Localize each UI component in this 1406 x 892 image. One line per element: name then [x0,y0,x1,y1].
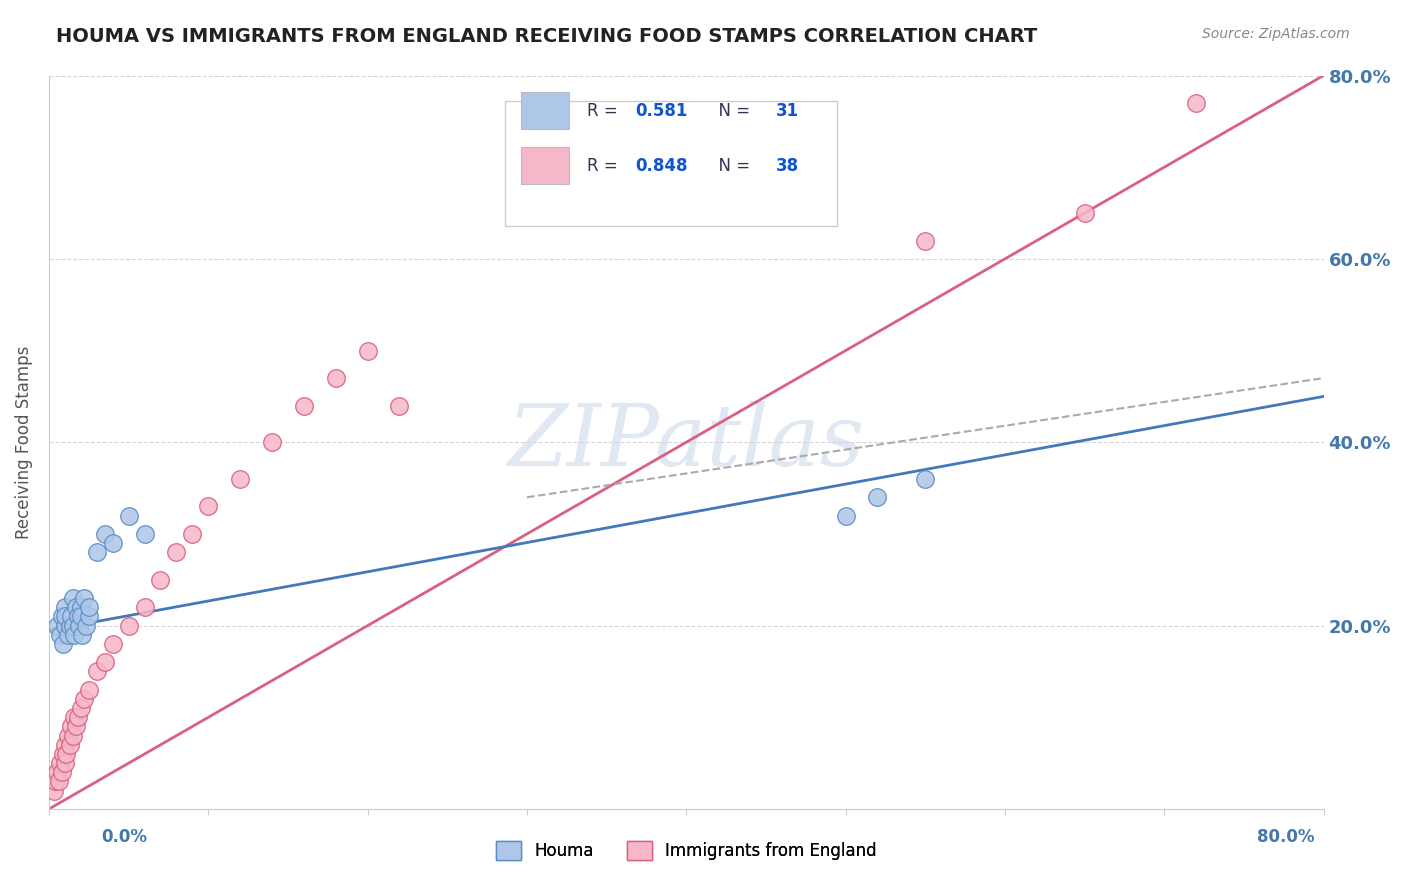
Text: 0.848: 0.848 [636,157,688,175]
Point [53,609,76,624]
Point [866,490,889,504]
Point [181,527,204,541]
Point [165,545,187,559]
Text: 80.0%: 80.0% [1257,828,1315,846]
Point [56,628,79,642]
Point [48,774,70,789]
Point [66,710,89,724]
Point [44,774,66,789]
Text: R =: R = [586,157,623,175]
Point [66,609,89,624]
Point [77,609,100,624]
Text: ZIPatlas: ZIPatlas [508,401,865,483]
Text: N =: N = [707,102,755,120]
Y-axis label: Receiving Food Stamps: Receiving Food Stamps [15,345,32,539]
Point [86,545,108,559]
Text: 0.0%: 0.0% [101,828,148,846]
Point [52,747,75,761]
Point [67,618,90,632]
Point [134,527,156,541]
Point [149,573,172,587]
FancyBboxPatch shape [520,147,569,184]
Point [134,600,156,615]
Point [60,609,83,624]
Point [53,738,76,752]
Point [49,756,72,771]
Point [73,692,96,706]
Point [59,618,82,632]
Point [53,618,76,632]
Point [52,637,75,651]
Text: HOUMA VS IMMIGRANTS FROM ENGLAND RECEIVING FOOD STAMPS CORRELATION CHART: HOUMA VS IMMIGRANTS FROM ENGLAND RECEIVI… [56,27,1038,45]
Point [51,765,73,780]
Point [197,500,219,514]
Point [1073,206,1095,220]
Point [65,719,87,733]
Point [229,472,252,486]
Point [49,628,72,642]
FancyBboxPatch shape [505,101,837,226]
Text: R =: R = [586,102,623,120]
Point [59,738,82,752]
Point [69,609,91,624]
Point [388,399,411,413]
Point [45,765,67,780]
Point [62,591,84,606]
Point [60,719,83,733]
Point [72,628,94,642]
Point [51,609,73,624]
Legend: Houma, Immigrants from England: Houma, Immigrants from England [489,834,883,867]
Point [356,343,378,358]
Point [101,637,124,651]
Point [93,655,115,669]
Point [93,527,115,541]
Point [117,618,139,632]
Point [117,508,139,523]
Point [63,710,86,724]
Text: 31: 31 [776,102,799,120]
Point [914,234,936,248]
Text: 38: 38 [776,157,799,175]
Point [101,536,124,550]
Point [65,600,87,615]
Point [55,747,77,761]
Point [260,435,283,450]
Point [62,618,84,632]
Point [56,729,79,743]
Point [1185,95,1208,110]
Point [86,665,108,679]
Point [75,618,97,632]
Point [53,756,76,771]
Text: 0.581: 0.581 [636,102,688,120]
Point [53,600,76,615]
Point [77,600,100,615]
Point [69,600,91,615]
Point [69,701,91,715]
Text: N =: N = [707,157,755,175]
Point [77,682,100,697]
Text: Source: ZipAtlas.com: Source: ZipAtlas.com [1202,27,1350,41]
Point [42,783,65,797]
Point [63,628,86,642]
Point [292,399,315,413]
FancyBboxPatch shape [520,93,569,129]
Point [62,729,84,743]
Point [45,618,67,632]
Point [73,591,96,606]
Point [914,472,936,486]
Point [834,508,856,523]
Point [325,371,347,385]
